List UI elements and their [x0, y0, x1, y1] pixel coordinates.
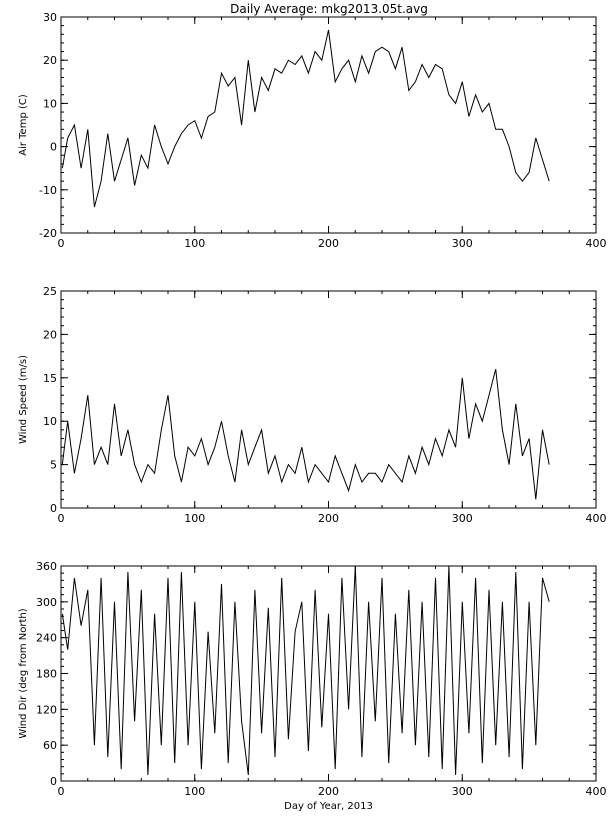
x-tick-label: 0 [58, 237, 65, 250]
y-tick-label: 20 [43, 328, 57, 341]
y-tick-label: 120 [36, 703, 57, 716]
x-tick-label: 400 [586, 512, 607, 525]
x-tick-label: 300 [452, 512, 473, 525]
y-tick-label: -20 [39, 227, 57, 240]
y-axis-label: Wind Speed (m/s) [18, 355, 29, 444]
y-tick-label: 15 [43, 372, 57, 385]
series-line [61, 29, 550, 208]
x-tick-label: 200 [318, 785, 339, 798]
y-tick-label: -10 [39, 184, 57, 197]
figure-title: Daily Average: mkg2013.05t.avg [230, 2, 428, 16]
y-tick-label: 25 [43, 285, 57, 298]
x-axis-label: Day of Year, 2013 [284, 801, 373, 812]
y-tick-label: 180 [36, 668, 57, 681]
y-tick-label: 5 [50, 459, 57, 472]
y-tick-label: 10 [43, 415, 57, 428]
x-tick-label: 400 [586, 237, 607, 250]
x-tick-label: 400 [586, 785, 607, 798]
series-line [61, 565, 550, 776]
chart-panel-1: 0 100 200 300 400 -20 -10 0 10 20 30 Air Temp (C) [18, 11, 607, 250]
x-tick-label: 100 [184, 237, 205, 250]
y-axis-label: Wind Dir (deg from North) [18, 608, 29, 738]
x-tick-label: 0 [58, 785, 65, 798]
chart-panel-2: 0 100 200 300 400 0 5 10 15 20 25 Wind Speed (m/s) [18, 285, 607, 525]
y-tick-label: 0 [50, 502, 57, 515]
plot-frame [60, 290, 597, 509]
y-tick-label: 20 [43, 54, 57, 67]
x-tick-label: 100 [184, 512, 205, 525]
y-tick-label: 360 [36, 560, 57, 573]
y-tick-label: 60 [43, 739, 57, 752]
x-tick-label: 300 [452, 785, 473, 798]
y-tick-label: 30 [43, 11, 57, 24]
x-tick-label: 300 [452, 237, 473, 250]
x-tick-label: 100 [184, 785, 205, 798]
x-tick-label: 200 [318, 237, 339, 250]
x-tick-label: 200 [318, 512, 339, 525]
series-line [61, 368, 550, 500]
y-tick-label: 300 [36, 596, 57, 609]
x-tick-label: 0 [58, 512, 65, 525]
chart-panel-3: 0 100 200 300 400 0 60 120 180 240 300 360 Wind Dir … [18, 560, 607, 812]
plot-frame [60, 16, 597, 234]
y-tick-label: 0 [50, 141, 57, 154]
y-tick-label: 10 [43, 97, 57, 110]
y-axis-label: Air Temp (C) [18, 94, 29, 156]
y-tick-label: 240 [36, 632, 57, 645]
y-tick-label: 0 [50, 775, 57, 788]
